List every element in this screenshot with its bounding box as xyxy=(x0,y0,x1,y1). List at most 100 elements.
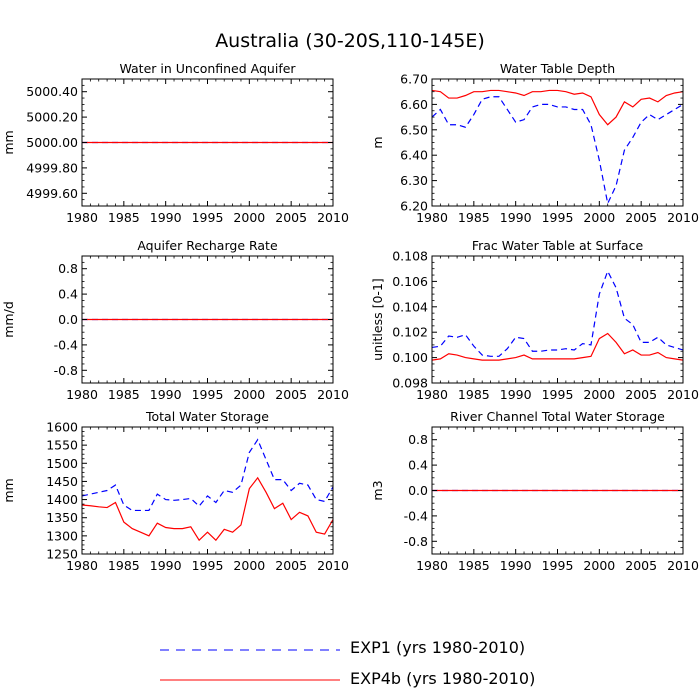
panel-title: River Channel Total Water Storage xyxy=(450,409,665,424)
chart-panel-6: River Channel Total Water Storage m3 1980 1… xyxy=(370,409,699,573)
y-tick-label: 4999.60 xyxy=(26,186,78,201)
x-tick-label: 1985 xyxy=(458,387,490,402)
x-tick-label: 2005 xyxy=(275,387,307,402)
y-tick-label: 1600 xyxy=(46,420,78,435)
x-tick-label: 1985 xyxy=(108,558,140,573)
y-axis-label: mm xyxy=(1,478,16,502)
x-tick-label: 1990 xyxy=(150,210,182,225)
y-axis-label: mm/d xyxy=(1,301,16,338)
y-tick-label: -0.4 xyxy=(404,508,428,523)
y-tick-label: 1500 xyxy=(46,456,78,471)
y-tick-label: 0.106 xyxy=(392,274,428,289)
x-tick-label: 2000 xyxy=(233,558,265,573)
y-tick-label: 1450 xyxy=(46,474,78,489)
x-tick-label: 2010 xyxy=(667,558,699,573)
x-tick-label: 1980 xyxy=(66,387,98,402)
x-tick-label: 1990 xyxy=(500,558,532,573)
y-tick-label: 5000.20 xyxy=(26,110,78,125)
series-line-exp1 xyxy=(82,438,333,512)
series-line-exp4b xyxy=(432,89,683,126)
series-line-exp4b xyxy=(432,332,683,361)
x-tick-label: 2005 xyxy=(625,210,657,225)
y-tick-label: 0.0 xyxy=(408,483,428,498)
y-tick-label: 1250 xyxy=(46,547,78,562)
x-tick-label: 2010 xyxy=(317,387,349,402)
plot-frame xyxy=(431,255,684,384)
x-tick-label: 1995 xyxy=(192,558,224,573)
y-tick-label: 1550 xyxy=(46,438,78,453)
panel-title: Total Water Storage xyxy=(145,409,269,424)
x-tick-label: 1995 xyxy=(542,387,574,402)
x-tick-label: 1990 xyxy=(500,210,532,225)
x-tick-label: 1990 xyxy=(150,558,182,573)
y-tick-label: 6.40 xyxy=(400,148,428,163)
y-tick-label: 6.70 xyxy=(400,72,428,87)
y-tick-label: 6.50 xyxy=(400,122,428,137)
y-tick-label: 6.30 xyxy=(400,173,428,188)
x-tick-label: 1990 xyxy=(150,387,182,402)
x-tick-label: 1980 xyxy=(416,387,448,402)
x-tick-label: 2000 xyxy=(233,210,265,225)
x-tick-label: 1980 xyxy=(66,558,98,573)
x-tick-label: 1995 xyxy=(192,210,224,225)
series-line-exp4b xyxy=(82,476,333,542)
y-tick-label: 5000.00 xyxy=(26,135,78,150)
x-tick-label: 2010 xyxy=(667,387,699,402)
x-tick-label: 2000 xyxy=(583,387,615,402)
y-tick-label: 0.104 xyxy=(392,299,428,314)
y-tick-label: 0.102 xyxy=(392,325,428,340)
panel-title: Water Table Depth xyxy=(500,61,615,76)
x-tick-label: 1995 xyxy=(542,210,574,225)
x-tick-label: 1990 xyxy=(500,387,532,402)
y-tick-label: 0.8 xyxy=(58,261,78,276)
x-tick-label: 1985 xyxy=(458,558,490,573)
y-tick-label: 0.0 xyxy=(58,312,78,327)
chart-panel-5: Total Water Storage mm 1980 1985 1990 1995 200… xyxy=(1,409,349,573)
figure-title: Australia (30-20S,110-145E) xyxy=(215,30,485,52)
y-tick-label: -0.8 xyxy=(404,534,428,549)
plot-frame xyxy=(81,426,334,555)
x-tick-label: 2005 xyxy=(275,558,307,573)
chart-panel-4: Frac Water Table at Surface unitless [0-1… xyxy=(370,238,699,402)
x-tick-label: 2005 xyxy=(275,210,307,225)
y-axis-label: unitless [0-1] xyxy=(370,278,385,361)
y-axis-label: mm xyxy=(1,130,16,154)
x-tick-label: 1985 xyxy=(108,210,140,225)
panel-title: Frac Water Table at Surface xyxy=(472,238,644,253)
x-tick-label: 1995 xyxy=(542,558,574,573)
y-tick-label: -0.8 xyxy=(54,363,78,378)
y-tick-label: 0.100 xyxy=(392,350,428,365)
x-tick-label: 1985 xyxy=(458,210,490,225)
y-tick-label: 0.8 xyxy=(408,432,428,447)
x-tick-label: 2000 xyxy=(583,558,615,573)
x-tick-label: 2010 xyxy=(317,210,349,225)
plot-frame xyxy=(431,78,684,207)
panel-title: Water in Unconfined Aquifer xyxy=(119,61,296,76)
y-tick-label: 0.098 xyxy=(392,376,428,391)
panel-title: Aquifer Recharge Rate xyxy=(137,238,278,253)
y-tick-label: 1300 xyxy=(46,528,78,543)
y-tick-label: 6.60 xyxy=(400,97,428,112)
chart-panel-2: Water Table Depth m 1980 1985 1990 1995 2000 20… xyxy=(370,61,699,225)
x-tick-label: 2005 xyxy=(625,387,657,402)
legend-label-exp4b: EXP4b (yrs 1980-2010) xyxy=(350,669,536,688)
x-tick-label: 1980 xyxy=(416,210,448,225)
y-tick-label: 0.4 xyxy=(58,287,78,302)
x-tick-label: 2000 xyxy=(233,387,265,402)
y-tick-label: 0.4 xyxy=(408,458,428,473)
x-tick-label: 1980 xyxy=(416,558,448,573)
y-tick-label: 4999.80 xyxy=(26,160,78,175)
series-line-exp1 xyxy=(432,96,683,206)
y-tick-label: 0.108 xyxy=(392,249,428,264)
y-axis-label: m3 xyxy=(370,480,385,500)
x-tick-label: 1995 xyxy=(192,387,224,402)
chart-panel-1: Water in Unconfined Aquifer mm 1980 1985 199… xyxy=(1,61,349,225)
x-tick-label: 1980 xyxy=(66,210,98,225)
legend-label-exp1: EXP1 (yrs 1980-2010) xyxy=(350,638,526,657)
y-tick-label: 6.20 xyxy=(400,199,428,214)
chart-panel-3: Aquifer Recharge Rate mm/d 1980 1985 1990 199… xyxy=(1,238,349,402)
x-tick-label: 1985 xyxy=(108,387,140,402)
y-tick-label: 1350 xyxy=(46,510,78,525)
y-axis-label: m xyxy=(370,136,385,148)
